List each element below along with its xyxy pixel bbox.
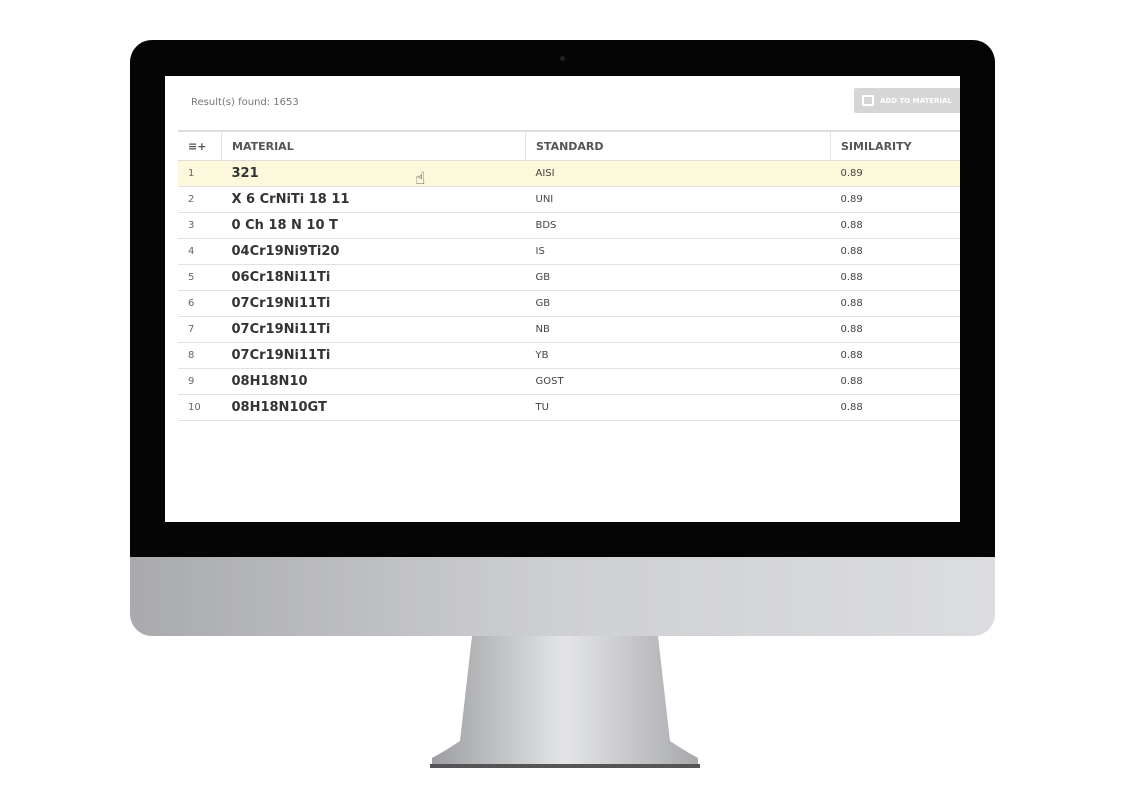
standard-cell: UNI <box>525 186 831 213</box>
add-to-list-icon <box>862 95 874 106</box>
row-number: 2 <box>178 186 222 213</box>
add-to-material-label: ADD TO MATERIAL <box>880 96 952 105</box>
table-row[interactable]: 10 08H18N10GT TU 0.88 <box>178 394 960 421</box>
material-cell: 08H18N10GT <box>221 394 526 421</box>
column-header-standard[interactable]: STANDARD <box>525 131 831 161</box>
similarity-cell: 0.88 <box>830 368 960 395</box>
table-row[interactable]: 8 07Cr19Ni11Ti YB 0.88 <box>178 342 960 369</box>
standard-cell: AISI <box>525 160 831 187</box>
similarity-cell: 0.88 <box>830 316 960 343</box>
table-row[interactable]: 9 08H18N10 GOST 0.88 <box>178 368 960 395</box>
similarity-cell: 0.88 <box>830 342 960 369</box>
standard-cell: TU <box>525 394 831 421</box>
standard-cell: GB <box>525 290 831 317</box>
app-screen: Result(s) found: 1653 ADD TO MATERIAL ≡+… <box>165 76 960 522</box>
similarity-cell: 0.88 <box>830 394 960 421</box>
monitor-stand <box>430 636 700 768</box>
material-cell: 07Cr19Ni11Ti <box>221 342 526 369</box>
material-cell: 06Cr18Ni11Ti <box>221 264 526 291</box>
material-cell: 07Cr19Ni11Ti <box>221 316 526 343</box>
table-row[interactable]: 1 321 AISI 0.89 <box>178 160 960 187</box>
material-cell: 08H18N10 <box>221 368 526 395</box>
row-number: 1 <box>178 160 222 187</box>
standard-cell: NB <box>525 316 831 343</box>
row-number: 6 <box>178 290 222 317</box>
similarity-cell: 0.88 <box>830 290 960 317</box>
material-cell: 07Cr19Ni11Ti <box>221 290 526 317</box>
hand-cursor-icon: ☝ <box>415 169 426 189</box>
add-column-icon[interactable]: ≡+ <box>178 131 222 161</box>
results-table: ≡+ MATERIAL STANDARD SIMILARITY 1 321 AISI… <box>178 130 960 421</box>
material-cell: X 6 CrNiTi 18 11 <box>221 186 526 213</box>
monitor-chin <box>130 557 995 636</box>
material-cell: 321 <box>221 160 526 187</box>
standard-cell: GB <box>525 264 831 291</box>
standard-cell: YB <box>525 342 831 369</box>
row-number: 4 <box>178 238 222 265</box>
column-header-material[interactable]: MATERIAL <box>221 131 526 161</box>
standard-cell: GOST <box>525 368 831 395</box>
column-header-similarity[interactable]: SIMILARITY <box>830 131 960 161</box>
row-number: 8 <box>178 342 222 369</box>
camera <box>560 56 565 61</box>
similarity-cell: 0.89 <box>830 186 960 213</box>
similarity-cell: 0.89 <box>830 160 960 187</box>
similarity-cell: 0.88 <box>830 238 960 265</box>
material-cell: 04Cr19Ni9Ti20 <box>221 238 526 265</box>
results-count: Result(s) found: 1653 <box>191 97 299 108</box>
similarity-cell: 0.88 <box>830 264 960 291</box>
table-row[interactable]: 7 07Cr19Ni11Ti NB 0.88 <box>178 316 960 343</box>
standard-cell: BDS <box>525 212 831 239</box>
table-row[interactable]: 4 04Cr19Ni9Ti20 IS 0.88 <box>178 238 960 265</box>
material-cell: 0 Ch 18 N 10 T <box>221 212 526 239</box>
row-number: 7 <box>178 316 222 343</box>
table-row[interactable]: 6 07Cr19Ni11Ti GB 0.88 <box>178 290 960 317</box>
standard-cell: IS <box>525 238 831 265</box>
row-number: 10 <box>178 394 222 421</box>
similarity-cell: 0.88 <box>830 212 960 239</box>
table-row[interactable]: 5 06Cr18Ni11Ti GB 0.88 <box>178 264 960 291</box>
row-number: 3 <box>178 212 222 239</box>
row-number: 9 <box>178 368 222 395</box>
add-to-material-button[interactable]: ADD TO MATERIAL <box>854 88 960 113</box>
row-number: 5 <box>178 264 222 291</box>
